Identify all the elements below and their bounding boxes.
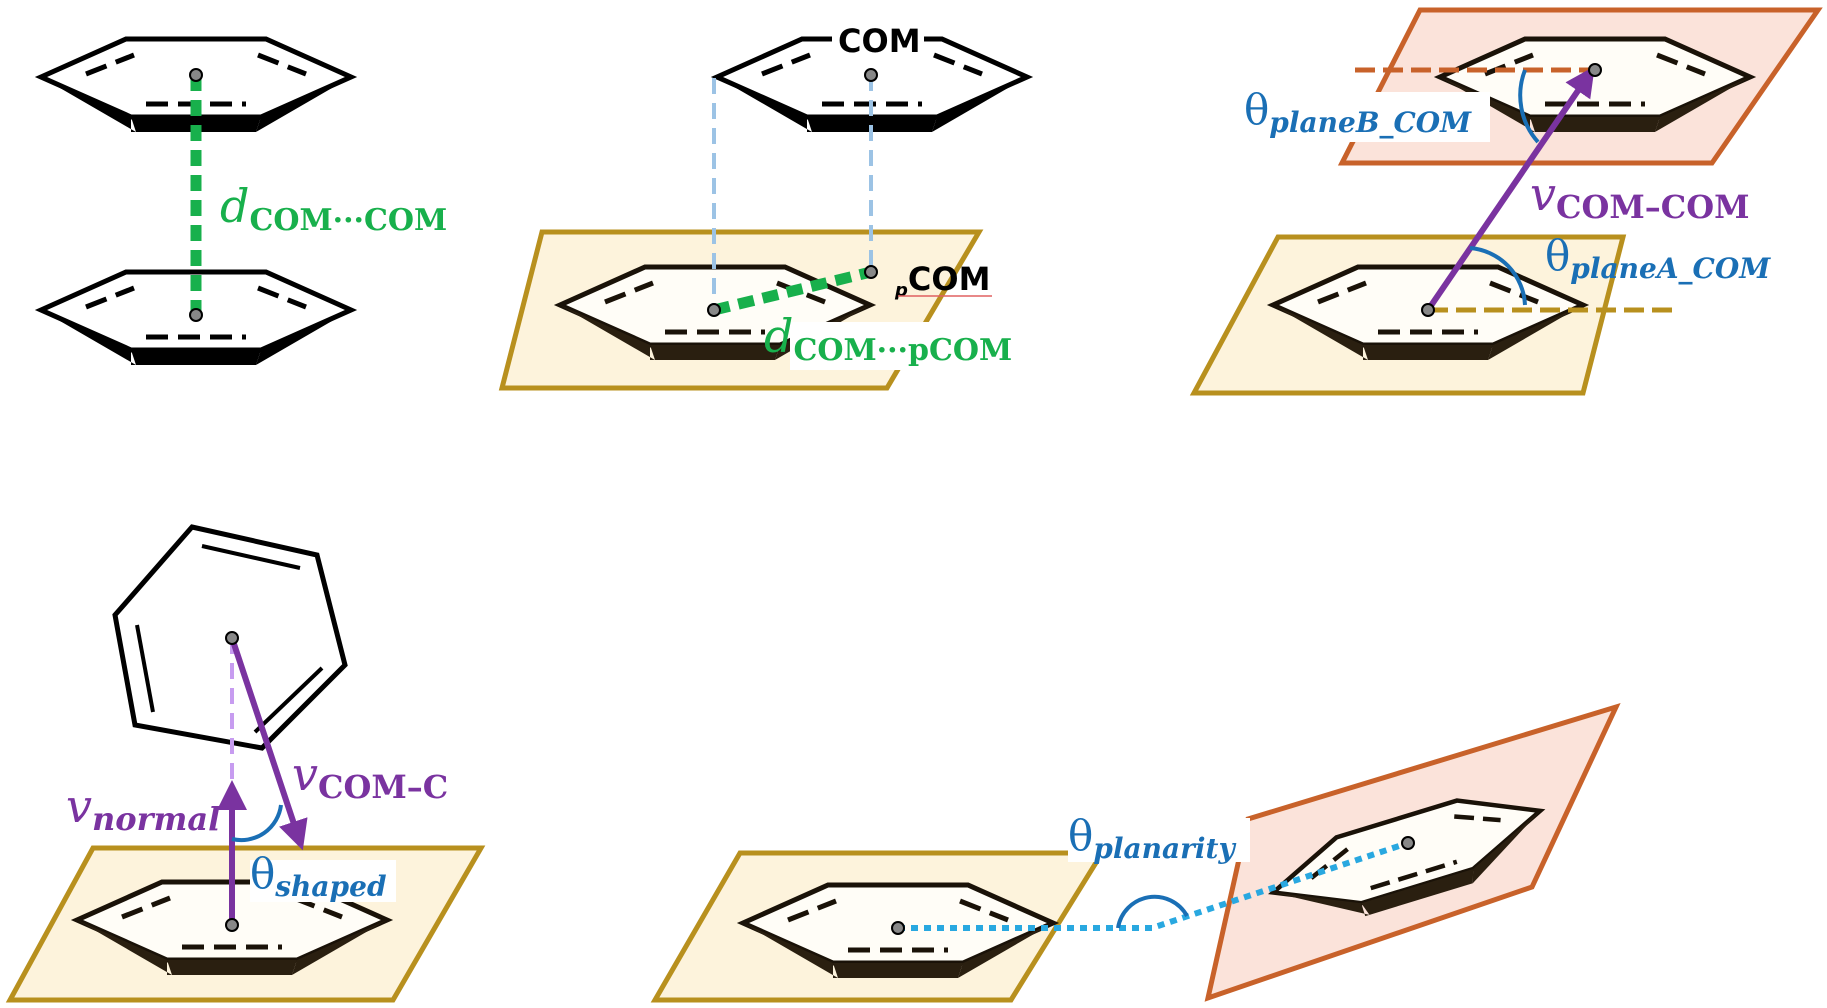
theta-planea-label: θplaneA_COM xyxy=(1545,231,1771,285)
theta-planeb-arc xyxy=(1518,69,1540,144)
com-label-bg xyxy=(832,22,924,58)
v-com-com-label: vCOM–COM xyxy=(1530,167,1750,226)
com-pcom-distance-line xyxy=(712,266,873,316)
panel-planarity-angle: θplanarity xyxy=(650,702,1621,1003)
com-label: COM xyxy=(838,22,921,60)
com-point-bottom xyxy=(189,308,203,322)
com-point-floating xyxy=(864,68,878,82)
theta-planarity-bg xyxy=(1068,818,1250,862)
d-com-pcom-bg xyxy=(790,322,1040,370)
v-com-c-label: vCOM–C xyxy=(292,747,448,806)
theta-shaped-arc xyxy=(231,804,283,843)
theta-shaped-label: θshaped xyxy=(250,849,387,903)
theta-planea-arc xyxy=(1469,246,1527,306)
d-com-pcom-label: dCOM···pCOM xyxy=(764,309,1012,368)
planarity-line xyxy=(898,840,1409,931)
v-com-c-arrow xyxy=(229,637,308,851)
pcom-label: pCOM xyxy=(894,260,990,301)
com-point-upper xyxy=(1588,63,1602,77)
theta-planarity-arc xyxy=(1116,894,1189,929)
theta-planeb-bg xyxy=(1240,92,1490,142)
theta-planeb-label: θplaneB_COM xyxy=(1244,85,1472,139)
panel-shape-angle: vCOM–C vnormal θshaped xyxy=(5,524,486,1003)
com-point-benzene xyxy=(225,631,239,645)
com-point-plane xyxy=(707,303,721,317)
com-point-plane-b xyxy=(1401,836,1415,850)
d-com-com-label: dCOM···COM xyxy=(220,179,447,238)
panel-com-com-distance: dCOM···COM xyxy=(41,39,447,365)
panel-plane-com-angles: θplaneB_COM vCOM–COM θplaneA_COM xyxy=(1189,7,1823,396)
theta-shaped-bg xyxy=(250,860,396,902)
pcom-point xyxy=(864,265,878,279)
v-com-com-arrow xyxy=(1425,66,1595,312)
com-point-lower xyxy=(1421,303,1435,317)
v-normal-label: vnormal xyxy=(66,779,220,838)
theta-planarity-label: θplanarity xyxy=(1068,811,1236,865)
com-point-plane xyxy=(225,918,239,932)
com-point-plane-a xyxy=(891,921,905,935)
panel-com-pcom-distance: COM pCOM dCOM···pCOM xyxy=(498,22,1040,391)
com-point-top xyxy=(189,68,203,82)
